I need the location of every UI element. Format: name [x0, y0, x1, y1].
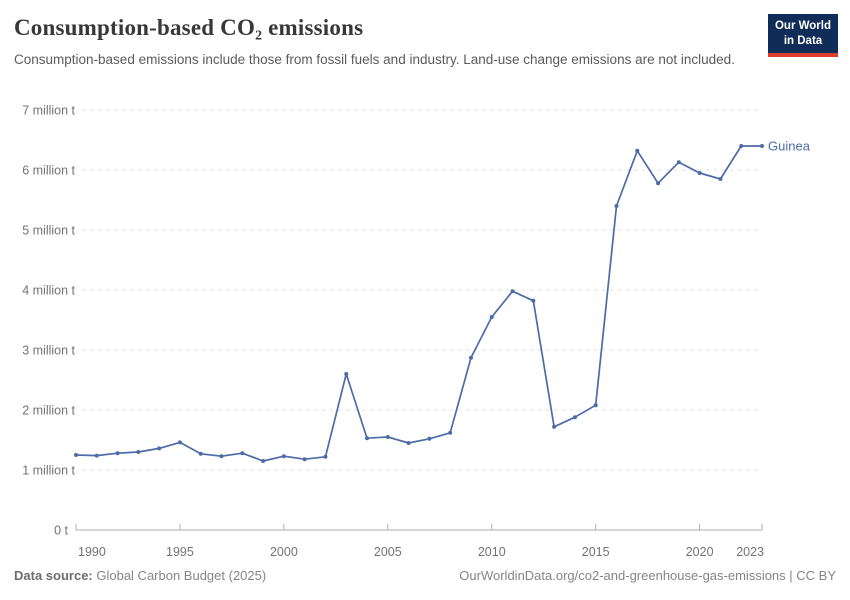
chart-subtitle: Consumption-based emissions include thos…	[14, 51, 735, 67]
x-tick-label-2000: 2000	[270, 545, 298, 559]
data-point-2008[interactable]	[448, 430, 453, 435]
data-point-1996[interactable]	[198, 451, 203, 456]
data-point-2014[interactable]	[572, 415, 577, 420]
y-tick-label-5: 5 million t	[22, 224, 75, 238]
data-point-1992[interactable]	[115, 451, 120, 456]
y-tick-label-2: 2 million t	[22, 404, 75, 418]
chart-header: Consumption-based CO₂ emissions Consumpt…	[14, 14, 754, 69]
x-tick-label-2023: 2023	[736, 545, 764, 559]
license-note[interactable]: OurWorldinData.org/co2-and-greenhouse-ga…	[459, 568, 836, 583]
owid-logo[interactable]: Our World in Data	[768, 14, 838, 57]
owid-logo-line1: Our World	[774, 20, 831, 32]
data-point-2019[interactable]	[676, 160, 681, 165]
data-point-2002[interactable]	[323, 454, 328, 459]
data-source-label: Data source:	[14, 568, 93, 583]
data-point-2020[interactable]	[697, 171, 702, 175]
data-point-1994[interactable]	[157, 446, 162, 451]
y-tick-label-7: 7 million t	[22, 104, 75, 118]
data-point-2007[interactable]	[427, 436, 432, 441]
data-source-value: Global Carbon Budget (2025)	[92, 568, 267, 583]
data-point-2021[interactable]	[718, 177, 723, 181]
x-tick-label-2010: 2010	[478, 545, 506, 559]
chart-footer: Data source: Global Carbon Budget (2025)…	[14, 568, 836, 583]
data-point-2022[interactable]	[739, 144, 744, 148]
x-tick-label-2020: 2020	[686, 545, 714, 559]
y-tick-label-1: 1 million t	[22, 464, 75, 478]
y-tick-label-6: 6 million t	[22, 164, 75, 178]
data-point-2005[interactable]	[385, 435, 390, 439]
data-point-2017[interactable]	[635, 148, 640, 153]
y-tick-label-3: 3 million t	[22, 344, 75, 358]
x-tick-label-1990: 1990	[78, 545, 106, 559]
data-source-note: Data source: Global Carbon Budget (2025)	[14, 568, 266, 583]
data-point-2016[interactable]	[614, 204, 619, 208]
data-point-2013[interactable]	[552, 424, 557, 429]
series-entity-label[interactable]: Guinea	[768, 139, 811, 154]
chart-title: Consumption-based CO₂ emissions	[14, 15, 364, 40]
data-point-2001[interactable]	[302, 457, 307, 462]
x-tick-label-2015: 2015	[582, 545, 610, 559]
data-point-1995[interactable]	[177, 440, 182, 445]
y-tick-label-0: 0 t	[54, 524, 68, 538]
data-point-2018[interactable]	[656, 181, 661, 186]
y-tick-label-4: 4 million t	[22, 284, 75, 298]
data-point-1993[interactable]	[136, 450, 141, 454]
data-point-1999[interactable]	[261, 459, 266, 463]
data-point-2015[interactable]	[593, 403, 598, 408]
data-point-1991[interactable]	[94, 453, 99, 458]
x-tick-label-1995: 1995	[166, 545, 194, 559]
data-point-2004[interactable]	[365, 436, 370, 441]
data-point-2000[interactable]	[281, 454, 286, 459]
data-point-1998[interactable]	[240, 451, 245, 456]
data-point-2009[interactable]	[468, 355, 473, 360]
owid-logo-line2: in Data	[783, 34, 823, 47]
data-point-2003[interactable]	[344, 372, 349, 376]
guinea-series-line[interactable]	[75, 145, 763, 462]
data-point-2012[interactable]	[531, 298, 536, 303]
data-point-2010[interactable]	[489, 315, 494, 319]
data-point-2023[interactable]	[760, 144, 764, 148]
data-point-2006[interactable]	[406, 441, 411, 445]
data-point-2011[interactable]	[510, 289, 515, 294]
data-point-1990[interactable]	[74, 453, 78, 457]
x-tick-label-2005: 2005	[374, 545, 402, 559]
data-point-1997[interactable]	[219, 454, 224, 459]
